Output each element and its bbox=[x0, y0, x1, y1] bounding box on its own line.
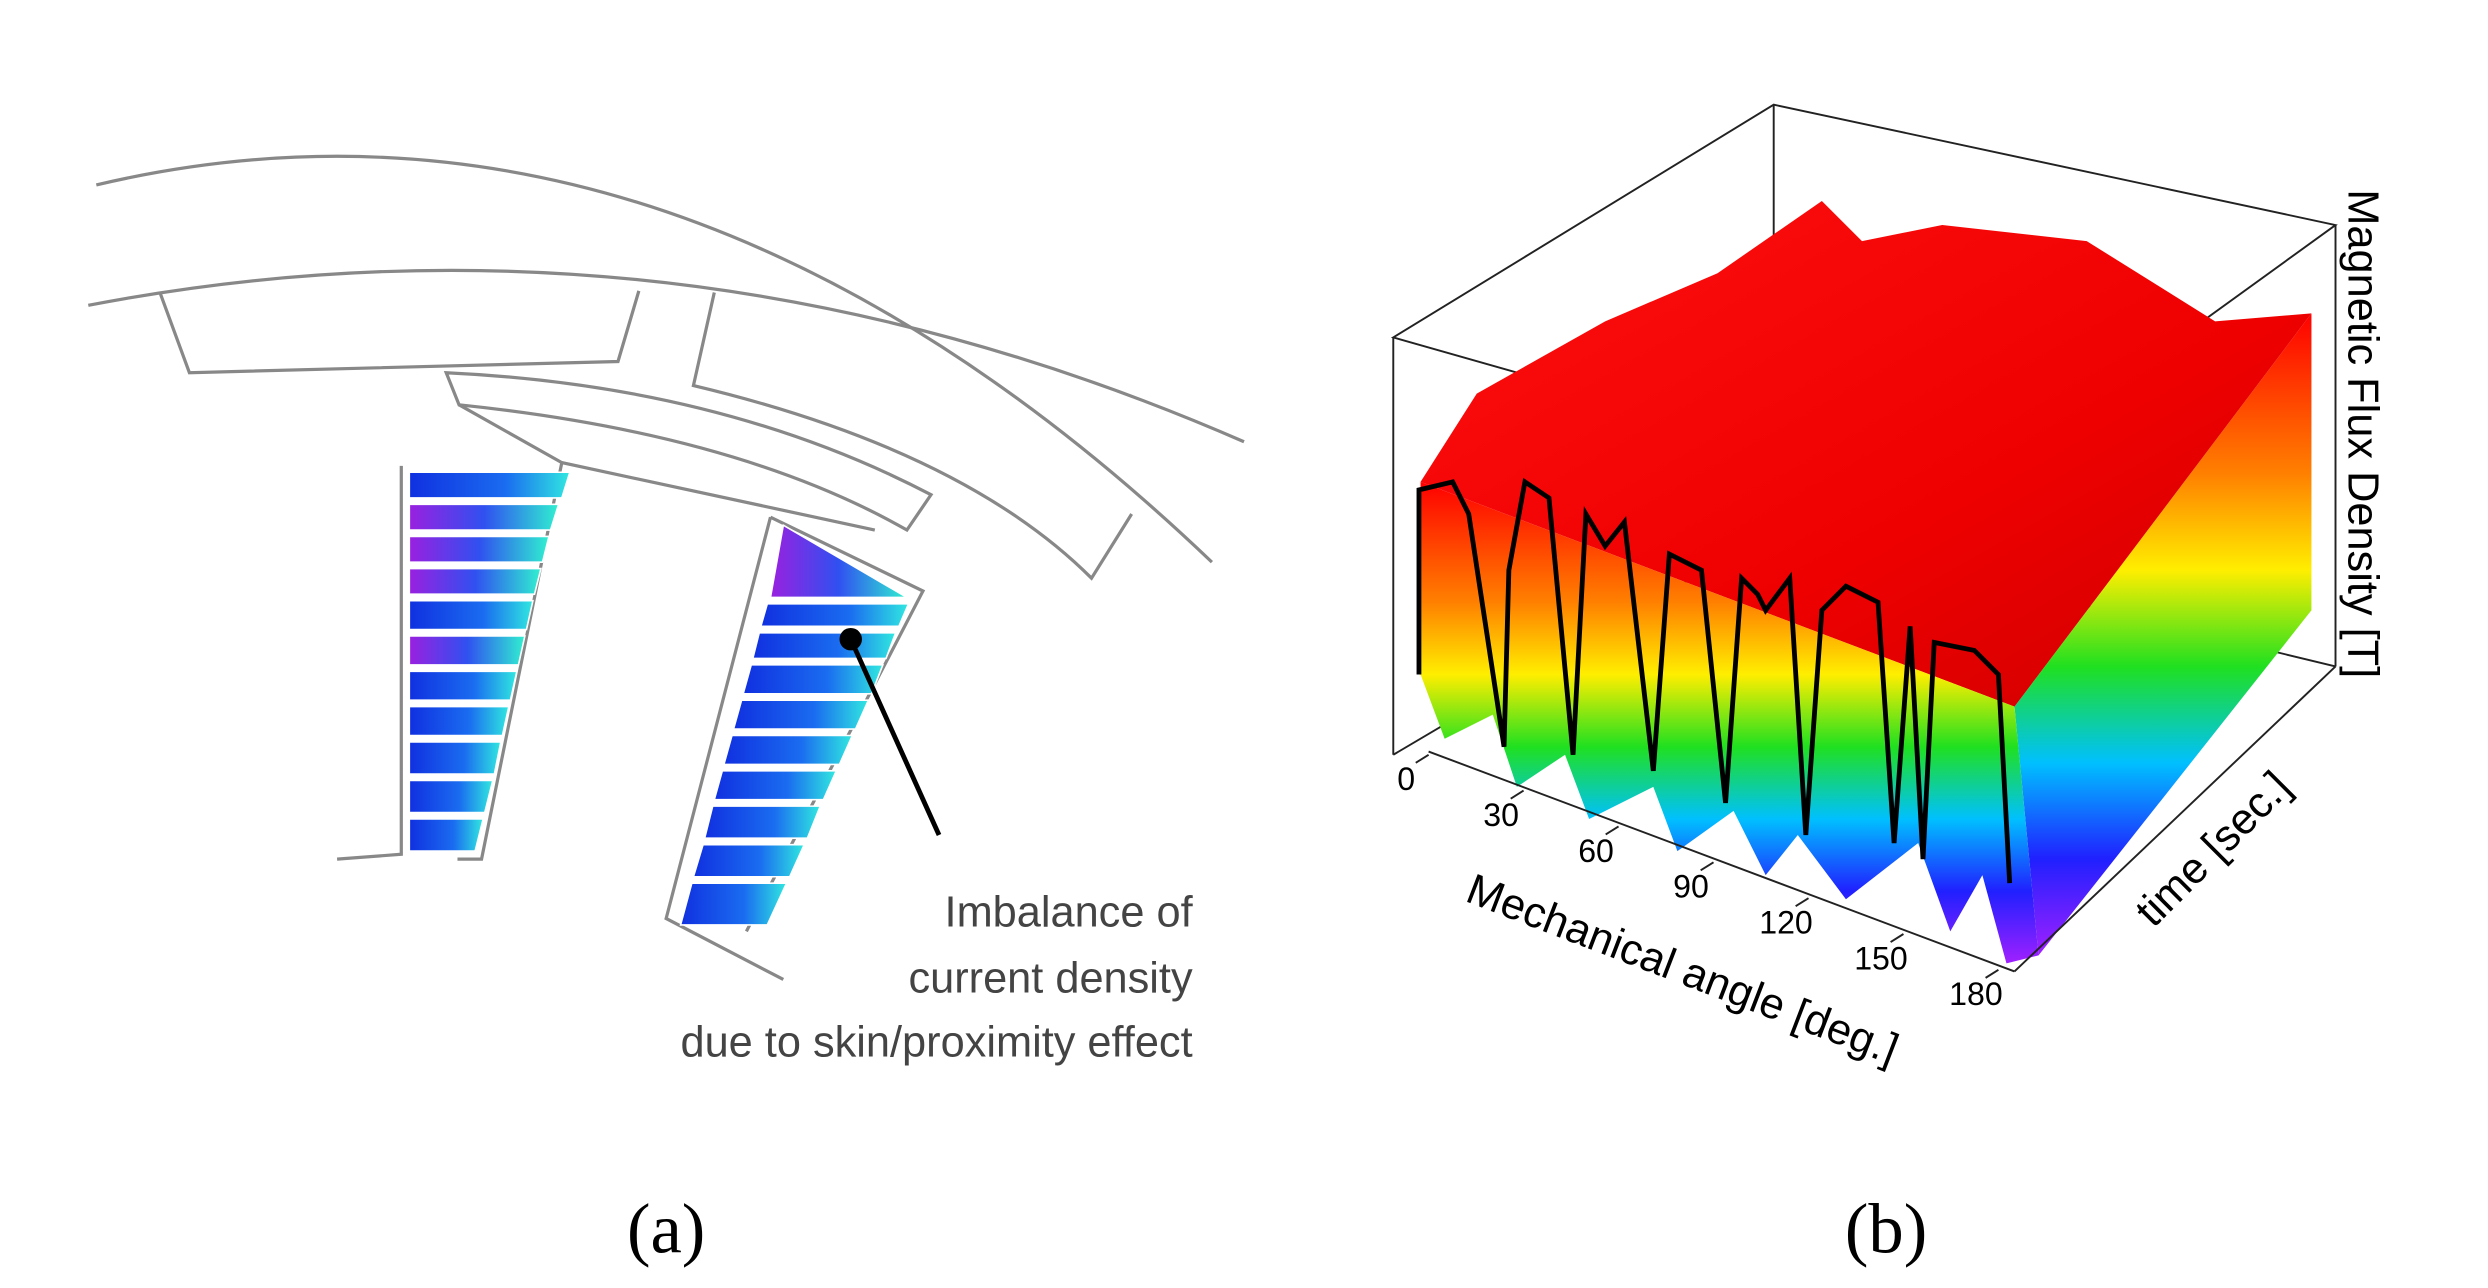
tooth-tip bbox=[159, 290, 641, 375]
slot-wall bbox=[336, 465, 403, 861]
conductor bbox=[408, 503, 560, 531]
right-slot bbox=[679, 523, 910, 926]
profile-curve bbox=[1416, 477, 2013, 884]
conductor bbox=[759, 603, 910, 628]
conductor bbox=[679, 882, 788, 926]
x-tick-label: 120 bbox=[1759, 904, 1813, 940]
x-tick bbox=[1605, 825, 1620, 836]
annotation-dot bbox=[839, 627, 862, 651]
z-axis-label: Magnetic Flux Density [T] bbox=[2338, 189, 2386, 678]
conductor bbox=[713, 770, 838, 801]
x-tick bbox=[1795, 897, 1809, 907]
x-tick-label: 0 bbox=[1397, 761, 1415, 797]
conductor bbox=[703, 805, 822, 840]
x-tick-label: 30 bbox=[1483, 797, 1519, 833]
x-tick-label: 150 bbox=[1854, 940, 1908, 976]
x-tick bbox=[1415, 753, 1430, 764]
conductor bbox=[408, 670, 518, 701]
annotation-line: Imbalance of bbox=[945, 889, 1194, 937]
conductor bbox=[408, 471, 571, 499]
x-tick-label: 60 bbox=[1578, 833, 1614, 869]
conductor bbox=[408, 705, 510, 737]
slot-wall bbox=[664, 516, 785, 981]
conductor bbox=[751, 631, 897, 660]
conductor bbox=[722, 734, 854, 766]
machine-outline bbox=[87, 154, 1245, 981]
back-iron-arc bbox=[87, 268, 1245, 444]
panel-label: (a) bbox=[627, 1190, 705, 1268]
annotation-line: current density bbox=[908, 954, 1193, 1002]
panel-label: (b) bbox=[1845, 1190, 1927, 1268]
conductor bbox=[408, 741, 502, 775]
x-tick bbox=[1700, 861, 1715, 872]
surface-side bbox=[2014, 313, 2312, 956]
left-slot bbox=[408, 471, 571, 852]
conductor bbox=[692, 843, 806, 878]
tooth-tip bbox=[691, 292, 1133, 581]
x-tick-label: 180 bbox=[1949, 976, 2003, 1012]
outer-arc bbox=[95, 154, 1214, 564]
conductor bbox=[408, 535, 550, 563]
conductor bbox=[408, 567, 542, 596]
x-tick-label: 90 bbox=[1673, 869, 1709, 905]
conductor bbox=[769, 523, 910, 599]
y-axis bbox=[2013, 665, 2337, 973]
conductor bbox=[742, 664, 885, 695]
x-tick bbox=[1510, 789, 1525, 800]
annotation-leader bbox=[848, 638, 942, 837]
conductor bbox=[408, 635, 526, 666]
tooth-shoe bbox=[443, 371, 934, 533]
conductor bbox=[408, 779, 494, 814]
x-axis bbox=[1428, 750, 2015, 973]
surface-top bbox=[1420, 200, 2312, 707]
conductor bbox=[408, 818, 485, 852]
x-tick bbox=[1890, 933, 1904, 943]
conductor bbox=[408, 599, 534, 631]
x-ticks: 0 30 60 90 120 150 180 bbox=[1397, 753, 2003, 1012]
conductor bbox=[732, 699, 870, 730]
x-tick bbox=[1985, 969, 1999, 979]
annotation-line: due to skin/proximity effect bbox=[680, 1019, 1192, 1067]
